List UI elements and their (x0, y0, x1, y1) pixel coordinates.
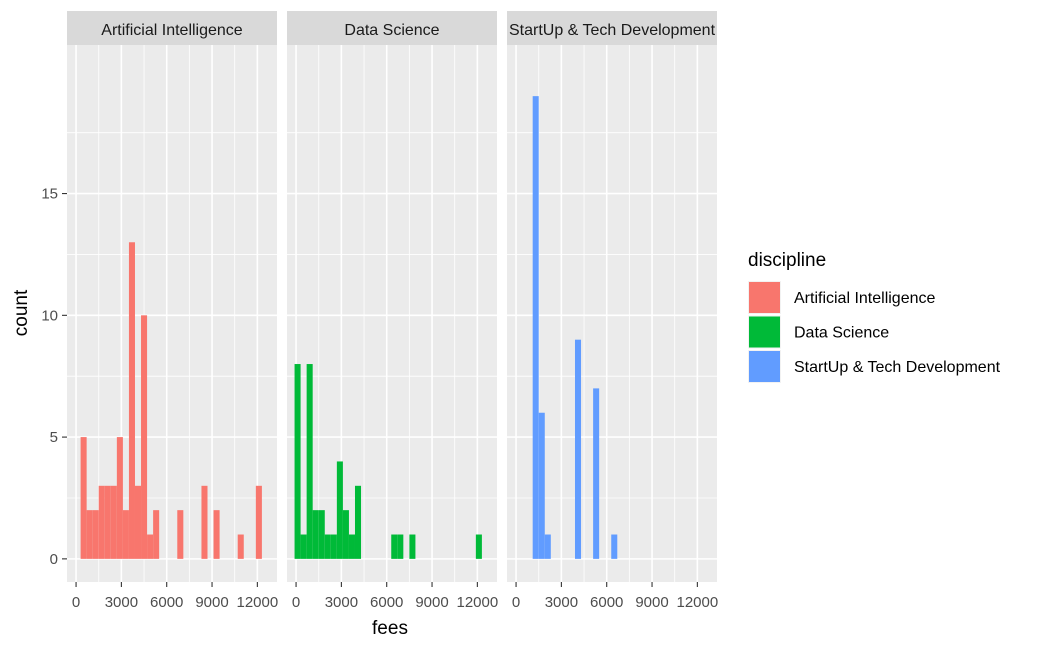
x-tick-label: 3000 (105, 594, 138, 611)
histogram-bar (92, 510, 99, 559)
y-tick-label: 15 (41, 186, 58, 203)
facet-strip (507, 11, 717, 45)
histogram-bar (544, 534, 551, 559)
x-tick-label: 12000 (237, 594, 279, 611)
legend-entry: StartUp & Tech Development (748, 350, 1001, 383)
histogram-bar (312, 510, 319, 559)
histogram-bar (153, 510, 160, 559)
facet-strip-label: StartUp & Tech Development (509, 22, 716, 39)
histogram-bar (86, 510, 93, 559)
y-tick-label: 5 (50, 429, 58, 446)
legend-key-swatch (749, 282, 780, 313)
y-tick-label: 10 (41, 307, 58, 324)
x-tick-label: 6000 (590, 594, 623, 611)
legend-label: Artificial Intelligence (794, 290, 936, 307)
panel-background (287, 45, 497, 582)
histogram-bar (318, 510, 325, 559)
x-tick-label: 12000 (677, 594, 719, 611)
x-axis-title: fees (372, 618, 408, 639)
y-axis: 0 5 10 15 (41, 186, 67, 568)
facet-panel: StartUp & Tech Development (507, 11, 717, 582)
legend: discipline Artificial Intelligence Data S… (748, 250, 1001, 383)
histogram-bar (104, 485, 111, 559)
histogram-bar (574, 339, 582, 559)
histogram-bar (177, 510, 184, 559)
histogram-bar (98, 485, 105, 559)
histogram-bar (354, 485, 362, 559)
y-axis-title: count (11, 289, 32, 336)
histogram-bar (538, 412, 545, 559)
histogram-bar (306, 364, 313, 559)
histogram-bar (593, 388, 600, 559)
x-tick-label: 3000 (325, 594, 358, 611)
x-tick-label: 9000 (635, 594, 668, 611)
x-tick-label: 0 (512, 594, 520, 611)
facet-strip (67, 11, 277, 45)
histogram-bar (255, 485, 262, 559)
histogram-bar (397, 534, 404, 559)
x-tick-label: 0 (72, 594, 80, 611)
legend-label: Data Science (794, 325, 889, 342)
histogram-bar (342, 510, 349, 559)
x-tick-label: 6000 (370, 594, 403, 611)
histogram-bar (330, 534, 337, 559)
legend-key-swatch (749, 351, 780, 382)
histogram-bar (110, 485, 117, 559)
histogram-bar (128, 242, 135, 559)
histogram-bar (532, 96, 539, 559)
x-tick-label: 9000 (415, 594, 448, 611)
histogram-bar (147, 534, 154, 559)
facet-panel: Artificial Intelligence (67, 11, 277, 582)
x-tick-label: 0 (292, 594, 300, 611)
x-tick-label: 9000 (195, 594, 228, 611)
facet-strip-label: Data Science (344, 22, 439, 39)
bars (532, 96, 618, 559)
histogram-bar (201, 485, 208, 559)
histogram-bar (300, 534, 307, 559)
histogram-bar (475, 534, 482, 559)
histogram-bar (336, 461, 343, 559)
histogram-bar (80, 437, 87, 559)
facet-panels: Artificial Intelligence Data Science Start… (67, 11, 717, 582)
histogram-bar (409, 534, 416, 559)
bars (80, 242, 262, 559)
histogram-bar (294, 364, 301, 559)
legend-key-swatch (749, 316, 780, 348)
legend-label: StartUp & Tech Development (794, 359, 1001, 376)
x-tick-label: 12000 (457, 594, 499, 611)
histogram-bar (391, 534, 398, 559)
facet-strip (287, 11, 497, 45)
legend-title: discipline (748, 250, 826, 271)
histogram-bar (122, 510, 129, 559)
histogram-bar (213, 510, 220, 559)
histogram-bar (116, 437, 123, 559)
bars (294, 364, 482, 559)
histogram-bar (611, 534, 618, 559)
legend-entry: Data Science (748, 315, 889, 349)
y-tick-label: 0 (50, 551, 58, 568)
legend-items: Artificial Intelligence Data Science Start… (748, 281, 1001, 383)
x-tick-label: 6000 (150, 594, 183, 611)
facet-panel: Data Science (287, 11, 497, 582)
histogram-bar (324, 534, 331, 559)
histogram-bar (141, 315, 148, 559)
legend-entry: Artificial Intelligence (748, 281, 936, 314)
histogram-bar (348, 534, 355, 559)
histogram-bar (134, 485, 142, 559)
facet-strip-label: Artificial Intelligence (101, 22, 243, 39)
x-tick-label: 3000 (545, 594, 578, 611)
histogram-bar (237, 534, 244, 559)
x-axis: 0 3000 6000 9000 12000 0 3000 6000 9000 12000 0 300… (72, 582, 718, 611)
